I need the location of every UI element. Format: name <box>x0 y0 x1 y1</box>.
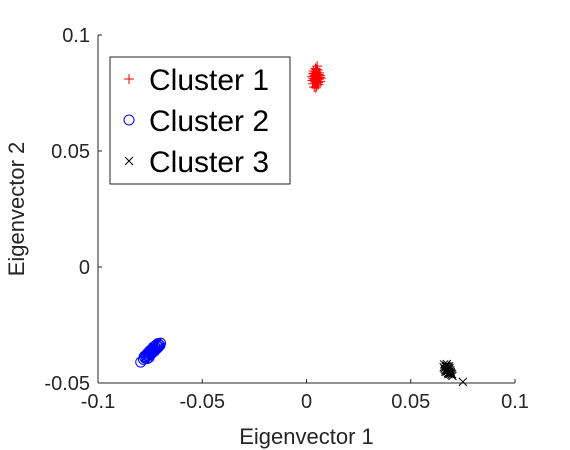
legend-entry: Cluster 1 <box>149 64 269 97</box>
x-axis-label: Eigenvector 1 <box>239 424 374 449</box>
data-point <box>444 361 454 371</box>
data-point <box>458 377 468 387</box>
x-tick-label: -0.05 <box>179 391 225 413</box>
x-tick-label: 0.1 <box>501 391 529 413</box>
data-point <box>138 351 150 363</box>
x-tick-label: 0.05 <box>391 391 430 413</box>
data-point <box>149 340 161 352</box>
legend-box <box>109 56 291 185</box>
y-tick-label: 0.05 <box>51 141 90 163</box>
legend-entry: Cluster 2 <box>149 105 269 138</box>
series-2 <box>135 337 167 368</box>
y-tick-label: 0 <box>79 257 90 279</box>
data-point <box>311 64 322 75</box>
data-point <box>447 369 457 379</box>
data-point <box>155 337 167 349</box>
legend-marker <box>123 114 135 126</box>
series-1 <box>307 61 326 93</box>
data-point <box>142 347 154 359</box>
x-tick-label: 0 <box>301 391 312 413</box>
legend-entry: Cluster 3 <box>149 146 269 179</box>
y-tick-label: 0.1 <box>62 25 90 47</box>
data-point <box>141 353 153 365</box>
data-point <box>142 346 154 358</box>
legend-marker <box>124 74 134 84</box>
x-tick-label: -0.1 <box>81 391 115 413</box>
legend: Cluster 1 Cluster 2 Cluster 3 <box>109 56 291 185</box>
series-3 <box>439 359 468 387</box>
data-point <box>313 74 324 85</box>
data-point <box>310 82 321 93</box>
data-points <box>135 61 468 387</box>
legend-marker <box>124 156 134 166</box>
y-tick-label: -0.05 <box>44 373 90 395</box>
data-point <box>442 366 451 376</box>
data-point <box>439 362 449 372</box>
y-axis-label: Eigenvector 2 <box>4 142 29 277</box>
